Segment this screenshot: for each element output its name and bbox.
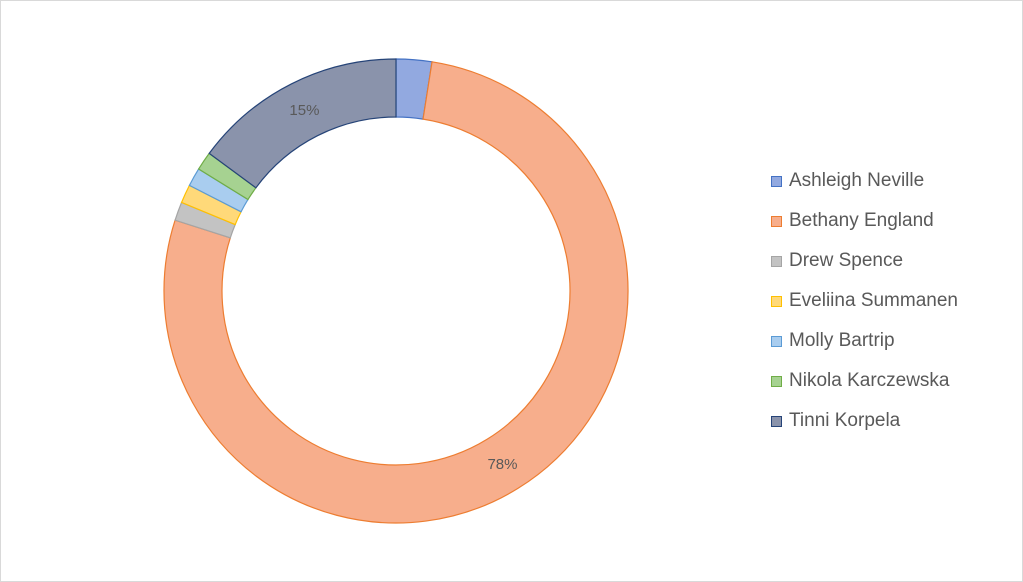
slice-bethany-england	[163, 61, 629, 524]
legend-label: Eveliina Summanen	[789, 290, 958, 311]
chart-legend: Ashleigh Neville Bethany England Drew Spen…	[771, 161, 958, 441]
legend-label: Ashleigh Neville	[789, 170, 925, 191]
legend-swatch	[771, 215, 782, 227]
legend-item-bethany-england: Bethany England	[771, 201, 958, 241]
legend-label: Nikola Karczewska	[789, 370, 950, 391]
legend-swatch	[771, 295, 782, 307]
legend-item-ashleigh-neville: Ashleigh Neville	[771, 161, 958, 201]
legend-label: Drew Spence	[789, 250, 904, 271]
legend-swatch	[771, 175, 782, 187]
legend-swatch	[771, 335, 782, 347]
legend-swatch	[771, 375, 782, 387]
legend-swatch	[771, 255, 782, 267]
legend-item-tinni-korpela: Tinni Korpela	[771, 401, 958, 441]
legend-swatch	[771, 415, 782, 427]
slice-tinni-korpela	[208, 58, 397, 189]
legend-label: Bethany England	[789, 210, 934, 231]
legend-item-nikola-karczewska: Nikola Karczewska	[771, 361, 958, 401]
legend-item-molly-bartrip: Molly Bartrip	[771, 321, 958, 361]
legend-item-drew-spence: Drew Spence	[771, 241, 958, 281]
legend-item-eveliina-summanen: Eveliina Summanen	[771, 281, 958, 321]
legend-label: Molly Bartrip	[789, 330, 895, 351]
data-label-tinni-korpela: 15%	[289, 102, 319, 119]
legend-label: Tinni Korpela	[789, 410, 901, 431]
data-label-bethany-england: 78%	[487, 456, 517, 473]
